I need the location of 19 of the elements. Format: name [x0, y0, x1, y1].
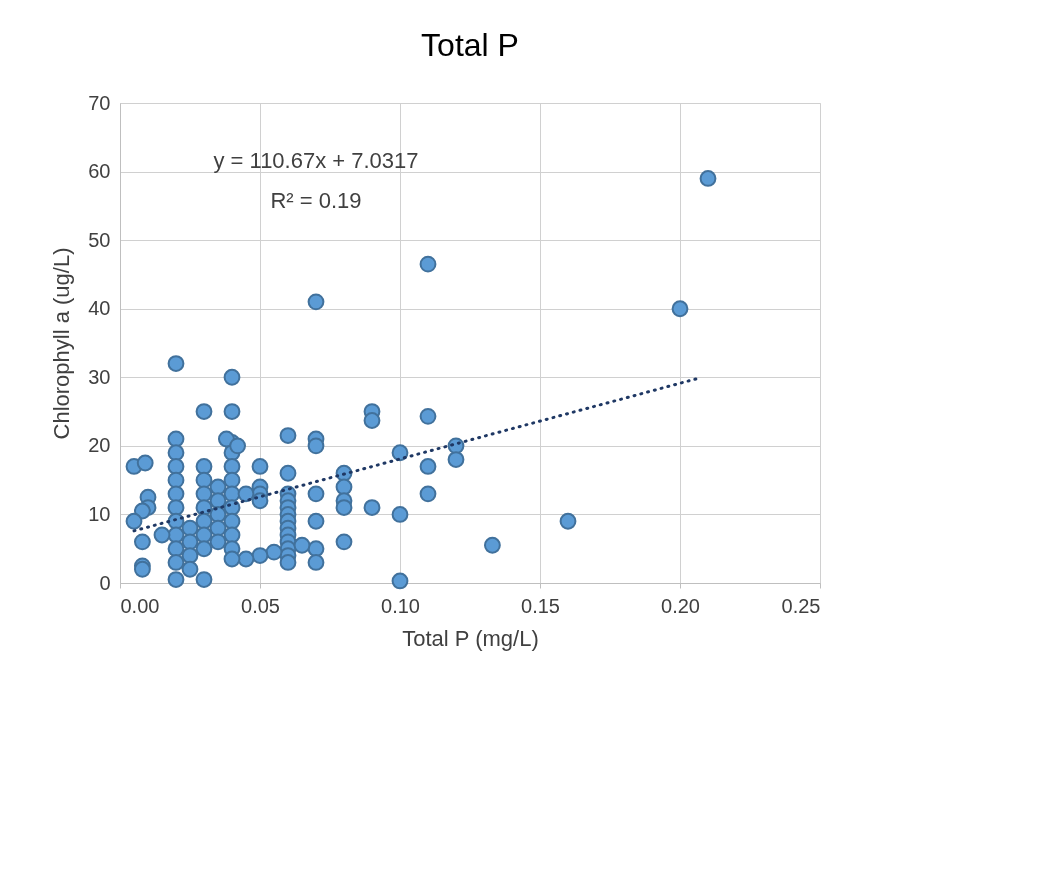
y-tick-label: 50 [88, 228, 111, 251]
y-tick-label: 40 [88, 297, 111, 320]
x-tick-label: 0.00 [120, 594, 160, 617]
y-tick-label: 30 [88, 365, 111, 388]
y-tick-label: 20 [88, 434, 111, 457]
x-axis-title: Total P (mg/L) [402, 625, 539, 651]
chart-title: Total P [421, 27, 519, 63]
y-tick-label: 60 [88, 160, 111, 183]
annotation: R² = 0.19 [270, 188, 362, 213]
x-tick-label: 0.20 [661, 594, 700, 617]
y-tick-label: 0 [99, 571, 111, 594]
x-tick-label: 0.10 [381, 594, 420, 617]
annotation: y = 110.67x + 7.0317 [213, 148, 419, 173]
y-axis-title: Chlorophyll a (ug/L) [49, 247, 75, 440]
y-tick-label: 70 [88, 91, 111, 114]
y-tick-label: 10 [88, 502, 111, 525]
x-tick-label: 0.05 [241, 594, 280, 617]
x-tick-label: 0.25 [781, 594, 821, 617]
x-tick-label: 0.15 [521, 594, 560, 617]
